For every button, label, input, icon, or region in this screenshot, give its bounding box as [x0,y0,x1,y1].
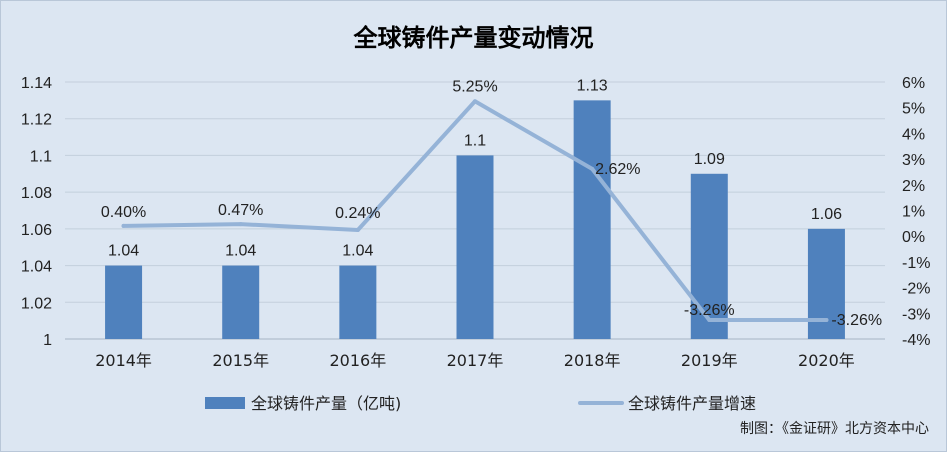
y-left-tick-label: 1.06 [21,222,52,239]
bar [456,155,494,339]
y-left-tick-label: 1.12 [21,112,52,129]
chart-title: 全球铸件产量变动情况 [353,24,594,52]
y-right-tick-label: -3% [902,306,930,323]
line-point [473,99,477,104]
bar-value-label: 1.04 [342,243,373,260]
line-value-label: -3.26% [831,312,882,329]
line-point [238,222,243,227]
bar-value-label: 1.06 [811,206,842,223]
line-point [590,166,595,171]
x-tick-label: 2014年 [95,351,152,370]
x-tick-label: 2017年 [447,351,504,370]
y-right-tick-label: 0% [902,229,925,246]
x-tick-label: 2015年 [212,351,269,370]
y-left-tick-label: 1.04 [21,259,52,276]
line-value-label: 0.40% [101,204,146,221]
bar [573,100,611,339]
line-point [121,223,126,228]
y-right-tick-label: -1% [902,255,930,272]
bar-value-label: 1.04 [225,243,256,260]
line-value-label: 0.24% [335,205,380,222]
source-note: 制图：《金证研》北方资本中心 [740,421,929,437]
bar-value-label: 1.1 [464,132,486,149]
y-right-tick-label: -2% [902,281,930,298]
y-left-tick-label: 1.14 [21,75,52,92]
bar [105,265,143,339]
legend-label-bar: 全球铸件产量（亿吨) [251,394,401,413]
bar [222,265,260,339]
line-point [707,317,712,322]
y-right-tick-label: -4% [902,332,930,349]
y-right-tick-label: 4% [902,126,925,143]
line-value-label: 2.62% [595,161,640,178]
x-tick-label: 2019年 [681,351,738,370]
bar [339,265,377,339]
line-point [824,317,829,322]
legend-label-line: 全球铸件产量增速 [628,394,756,413]
bar [690,173,728,339]
y-right-tick-label: 3% [902,152,925,169]
line-point [355,228,360,233]
x-tick-label: 2018年 [564,351,621,370]
line-value-label: 0.47% [218,202,263,219]
y-left-tick-label: 1.08 [21,185,52,202]
line-value-label: 5.25% [452,78,497,95]
x-tick-label: 2020年 [798,351,855,370]
line-value-label: -3.26% [684,302,735,319]
y-right-tick-label: 5% [902,101,925,118]
bar-value-label: 1.13 [577,77,608,94]
legend-swatch-bar [205,397,245,409]
y-right-tick-label: 2% [902,178,925,195]
x-tick-label: 2016年 [329,351,386,370]
y-right-tick-label: 6% [902,75,925,92]
bar-value-label: 1.04 [108,243,139,260]
bar-value-label: 1.09 [694,151,725,168]
y-left-tick-label: 1.1 [30,148,52,165]
y-left-tick-label: 1 [43,332,52,349]
y-left-tick-label: 1.02 [21,295,52,312]
y-right-tick-label: 1% [902,204,925,221]
